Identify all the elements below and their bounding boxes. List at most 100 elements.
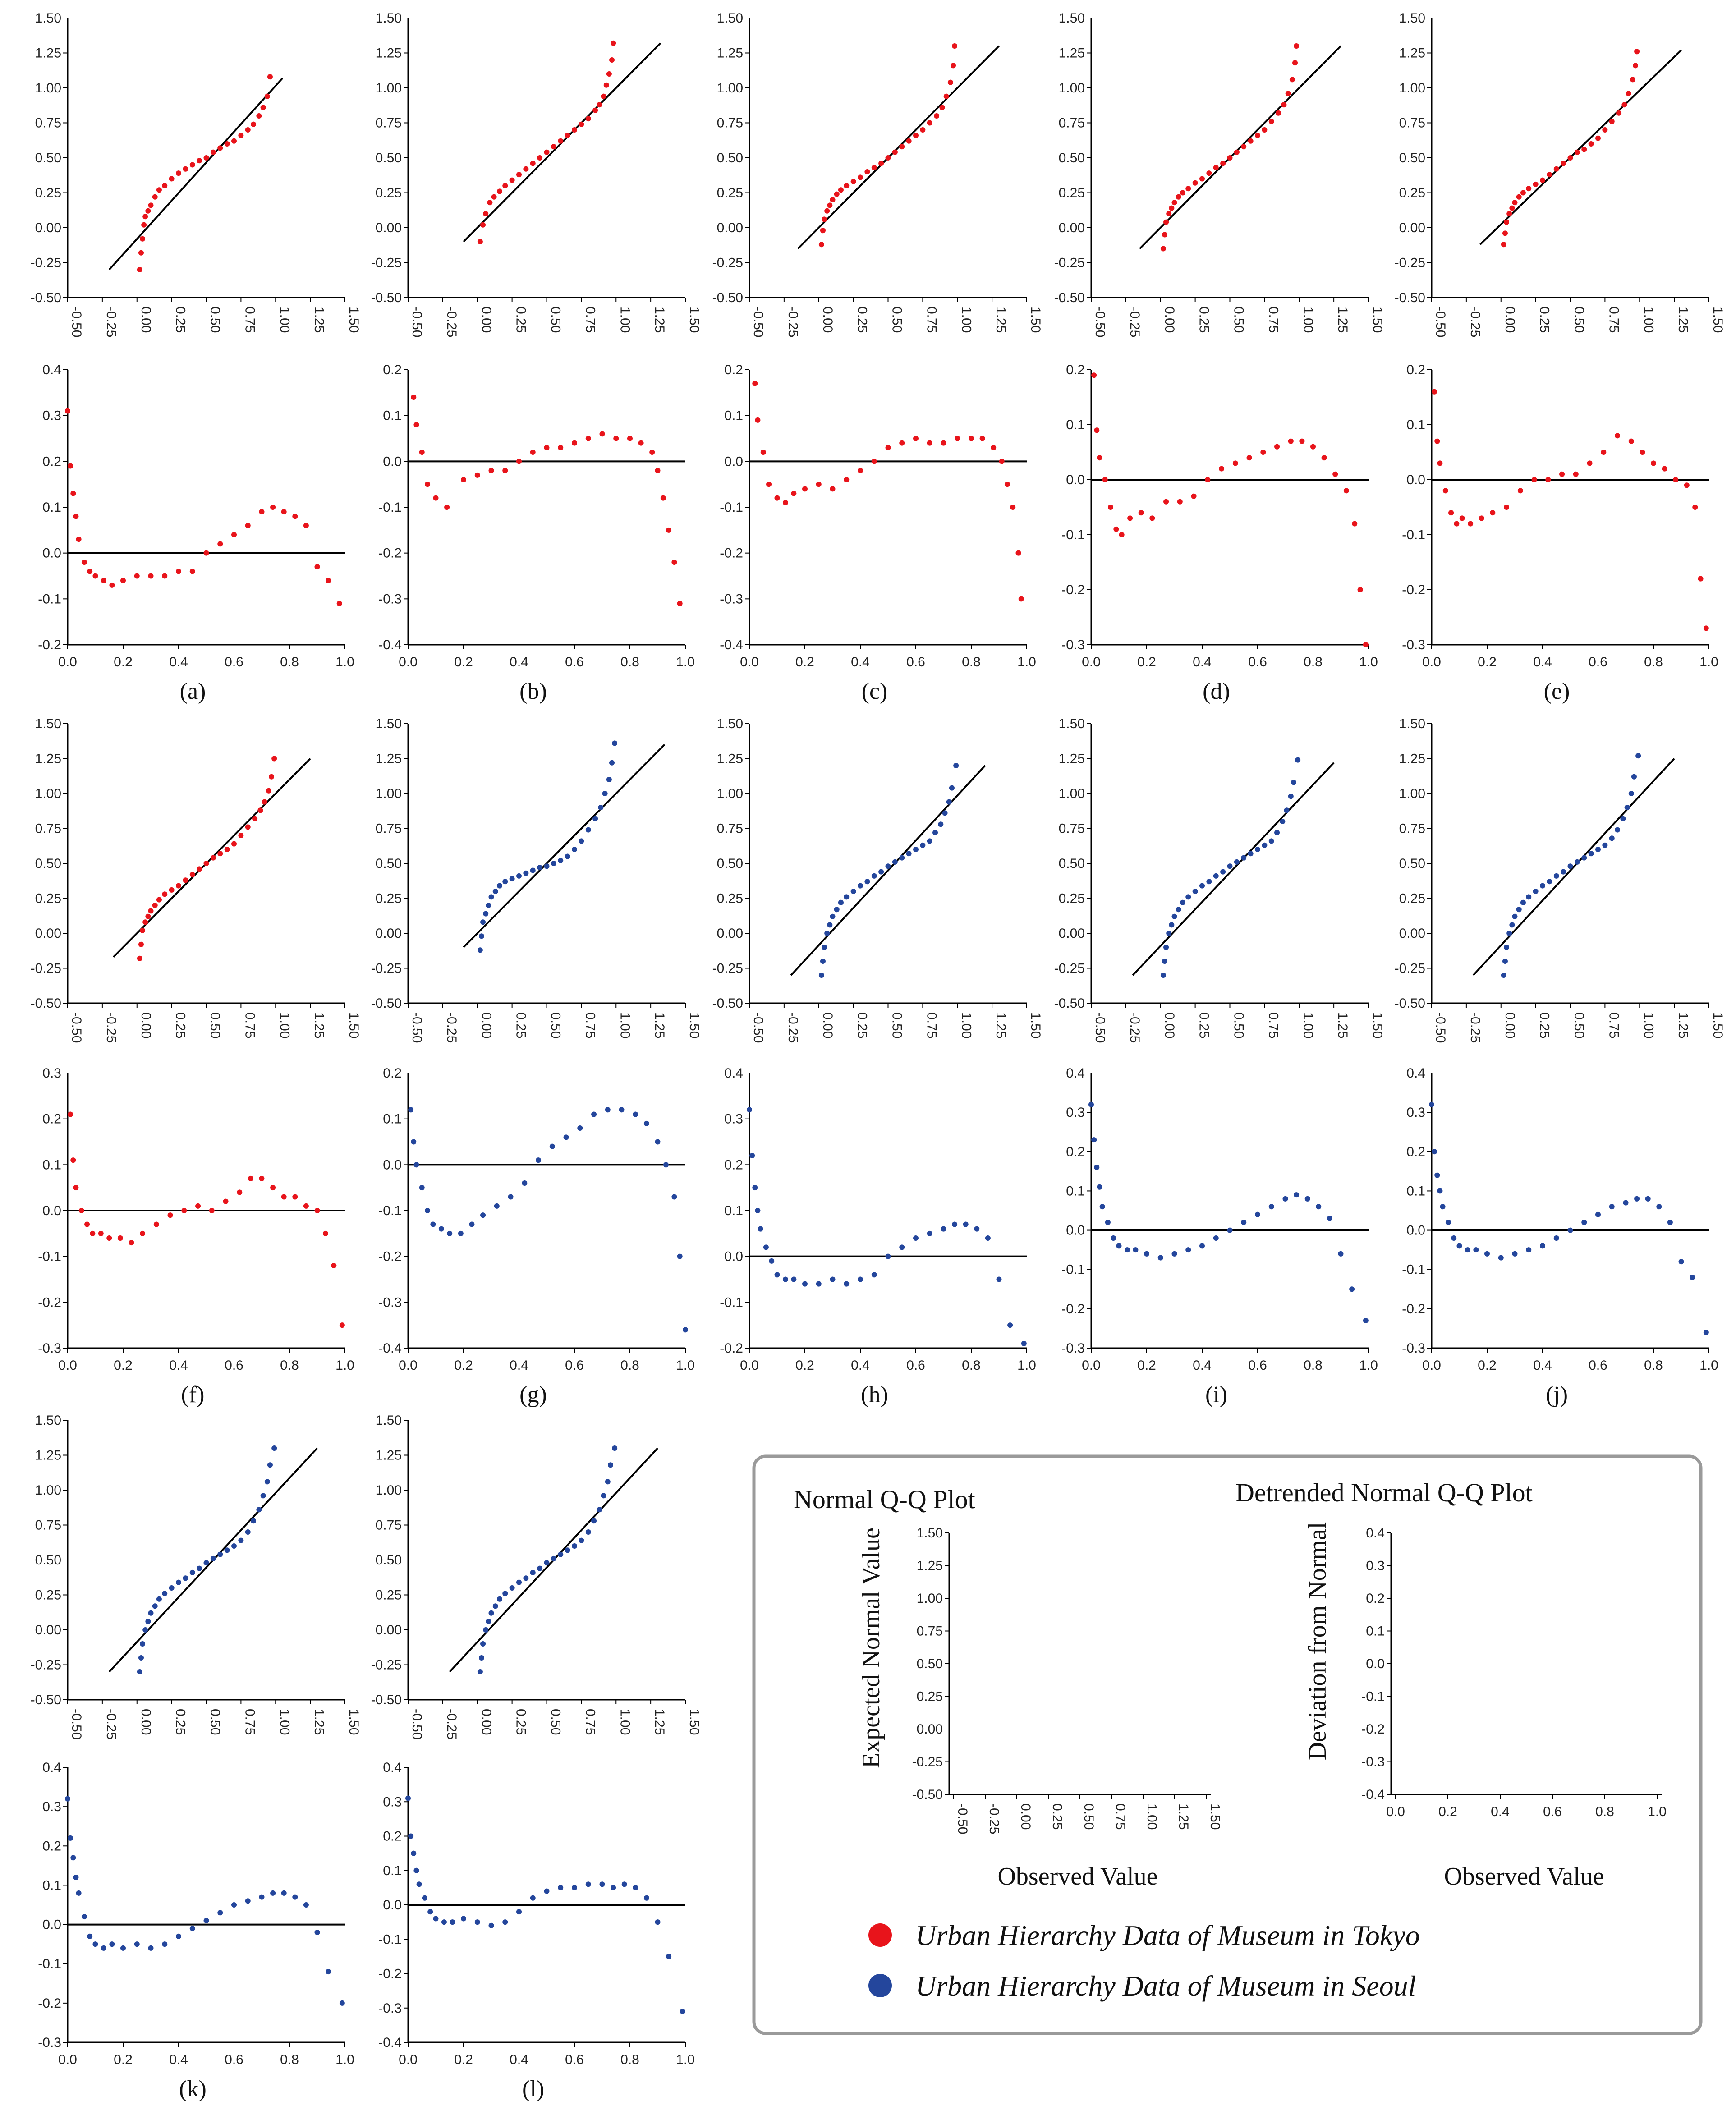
qq-x-tick-label: 0.50 [548,1012,563,1038]
qq-point [478,933,484,939]
qq-y-tick-label: -0.25 [1395,961,1425,976]
det-point [1479,515,1484,521]
det-y-tick-label: -0.3 [378,2001,402,2016]
det-y-tick-label: -0.3 [378,592,402,606]
qq-point [251,121,257,127]
det-point [613,436,619,441]
qq-point [871,873,877,879]
qq-x-tick-label: 1.00 [277,1012,292,1038]
qq-point [1595,135,1601,141]
det-point [1021,1340,1027,1346]
qq-point [601,93,606,99]
qq-point [1504,219,1510,225]
qq-point [1255,847,1260,852]
qq-point [530,1569,536,1575]
qq-point [585,116,591,122]
det-point [87,569,93,574]
qq-point [516,1579,522,1585]
det-x-tick-label: 0.8 [620,655,639,670]
qq-y-tick-label: 1.50 [1399,11,1425,26]
qq-point [602,791,608,796]
qq-x-tick-label: 0.25 [514,307,528,333]
det-point [474,1919,480,1925]
qq-x-tick-label: 0.25 [1197,1012,1212,1038]
legend-det-x-tick-label: 0.2 [1438,1804,1457,1819]
qq-x-tick-label: 0.25 [1197,307,1212,333]
panel-label-f: (f) [181,1382,205,1408]
qq-y-tick-label: 0.50 [35,151,61,165]
det-point [683,1327,688,1333]
det-x-tick-label: 0.8 [280,2052,299,2067]
det-point [1102,477,1108,482]
det-point [563,1134,569,1140]
det-point [1097,455,1102,461]
det-point [203,550,209,556]
det-point [1440,1204,1446,1210]
det-y-tick-label: -0.3 [1061,638,1085,652]
qq-point [591,1518,597,1524]
det-y-tick-label: -0.2 [38,638,61,652]
det-point [749,1153,755,1158]
qq-plot-d: -0.50 -0.25 0.00 0.25 0.50 0.75 1.00 1.25 1.50 -0… [1054,11,1385,337]
qq-point [572,1543,577,1549]
det-point [1437,1188,1443,1194]
det-y-tick-label: 0.1 [42,1878,61,1893]
det-y-tick-label: 0.2 [383,362,402,377]
qq-point [612,740,618,746]
qq-y-tick-label: 0.25 [35,1588,61,1603]
qq-point [271,1445,277,1451]
qq-y-tick-label: 1.25 [35,1448,61,1463]
qq-point [1621,102,1627,108]
qq-point [238,133,244,138]
qq-point [938,821,944,827]
det-point [1512,1251,1518,1257]
qq-x-tick-label: 1.25 [652,307,667,333]
det-point [643,1895,649,1901]
det-y-tick-label: 0.0 [42,546,61,561]
qq-point [1509,922,1515,928]
det-y-tick-label: -0.3 [38,2035,61,2050]
qq-point [516,873,522,879]
qq-y-tick-label: 0.75 [1399,821,1425,836]
qq-x-tick-label: 1.50 [1028,1012,1043,1038]
det-point [1171,1251,1177,1257]
qq-point [1268,119,1274,124]
det-point [671,560,677,565]
det-point [92,1941,98,1947]
legend-qq-x-tick-label: 0.75 [1113,1803,1128,1830]
qq-x-tick-label: 1.25 [1676,307,1690,333]
det-point [885,1253,891,1259]
qq-point [864,169,870,174]
qq-x-tick-label: 0.25 [1537,1012,1552,1038]
det-point [1451,1235,1457,1241]
det-y-tick-label: -0.2 [378,1967,402,1982]
det-point [1703,1330,1709,1335]
qq-point [238,1537,244,1543]
qq-y-tick-label: 0.75 [717,116,743,131]
qq-point [1581,855,1587,861]
qq-point [558,858,564,863]
det-point [413,422,419,427]
det-point [1634,1196,1640,1202]
det-point [955,436,960,441]
det-point [1091,372,1097,378]
qq-x-tick-label: 1.50 [687,307,702,333]
det-point [433,1916,439,1922]
det-point [985,1235,991,1241]
qq-x-tick-label: 1.25 [652,1012,667,1038]
qq-y-tick-label: 1.25 [35,46,61,61]
legend-qq-x-tick-label: -0.50 [955,1803,970,1834]
qq-y-tick-label: 1.25 [376,752,402,766]
det-point [488,1922,494,1928]
legend-det-y-tick-label: 0.2 [1366,1591,1385,1606]
det-point [322,1230,328,1236]
qq-point [943,93,949,99]
det-point [536,1157,542,1163]
qq-point [487,200,493,206]
det-y-tick-label: 0.2 [724,362,743,377]
det-point [217,541,223,547]
det-point [167,1212,173,1218]
qq-reference-line [1472,758,1675,976]
det-point [633,1885,638,1890]
det-point [621,1881,627,1887]
